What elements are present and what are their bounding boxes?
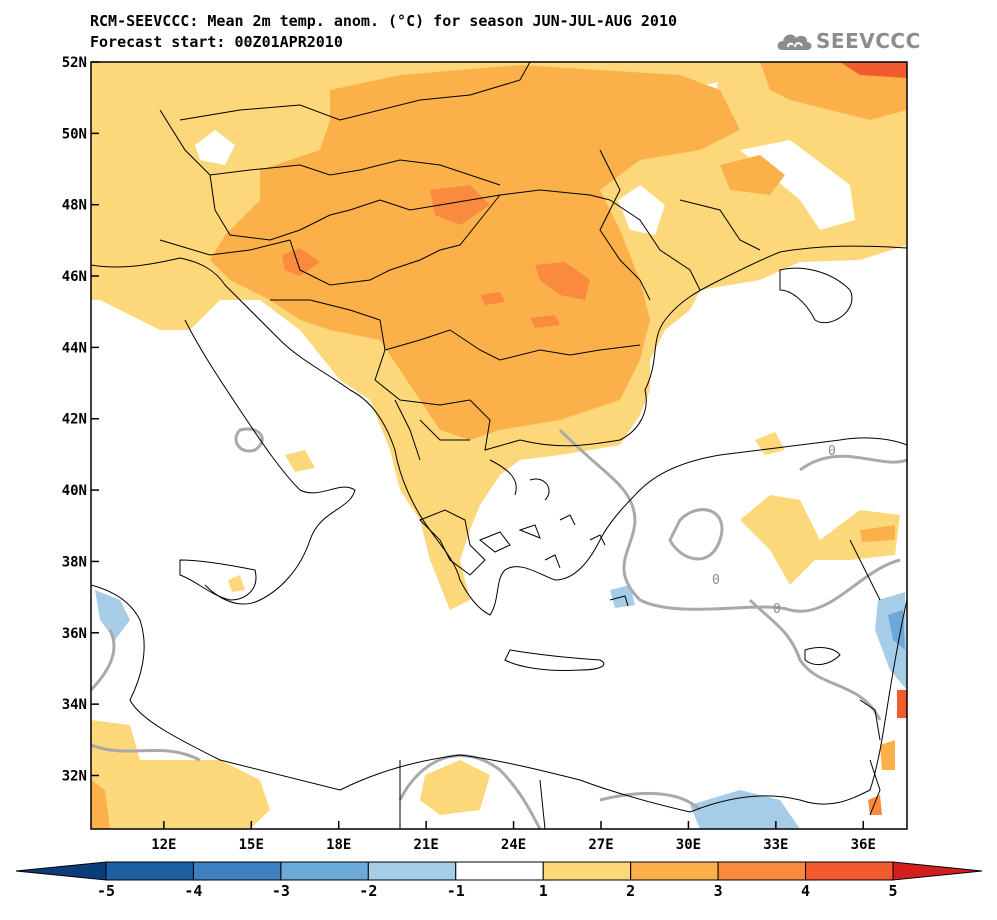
lat-tick-label: 44N — [62, 340, 87, 356]
colorbar-swatch — [367, 861, 457, 881]
anomaly-region-3-4 — [430, 185, 490, 225]
lat-tick-label: 36N — [62, 626, 87, 642]
anomaly-region-3-4 — [535, 262, 590, 300]
colorbar-label: 4 — [801, 882, 810, 900]
anomaly-region-3-4 — [530, 315, 560, 328]
colorbar-swatch — [280, 861, 369, 881]
lon-tick-label: 36E — [851, 837, 876, 853]
lon-tick-label: 15E — [239, 837, 264, 853]
lon-tick-label: 21E — [413, 837, 438, 853]
colorbar-swatch — [805, 861, 894, 881]
anomaly-region-neg-1-2 — [690, 790, 800, 829]
anomaly-region-neg-2-3 — [888, 610, 905, 650]
cloud-icon — [777, 34, 812, 50]
lat-tick-label: 48N — [62, 198, 87, 214]
lon-tick-label: 30E — [676, 837, 701, 853]
anomaly-region-1-2 — [228, 575, 245, 592]
colorbar-swatch — [717, 861, 807, 881]
lon-tick-label: 33E — [763, 837, 788, 853]
map-plot-area: 0 0 0 — [91, 62, 907, 829]
contour-label: 0 — [828, 444, 836, 459]
anomaly-region-4-5 — [897, 690, 907, 718]
colorbar-swatch — [455, 861, 544, 881]
anomaly-region-1-2 — [91, 720, 270, 829]
colorbar-label: -1 — [447, 882, 465, 900]
latitude-axis: 52N 50N 48N 46N 44N 42N 40N 38N 36N 34N 32N — [62, 55, 99, 784]
coastlines — [91, 245, 907, 813]
anomaly-region-2-3 — [860, 525, 895, 542]
lon-tick-label: 18E — [326, 837, 351, 853]
colorbar-label: 1 — [539, 882, 548, 900]
forecast-start-label: Forecast start: 00Z01APR2010 — [90, 33, 343, 51]
colorbar-label: 3 — [714, 882, 723, 900]
colorbar-label: -4 — [184, 882, 202, 900]
longitude-axis: 12E 15E 18E 21E 24E 27E 30E 33E 36E — [151, 821, 876, 853]
zero-contours — [91, 427, 907, 829]
neutral-pocket — [618, 185, 665, 235]
colorbar-high-arrow — [892, 861, 983, 881]
anomaly-region-2-3 — [880, 740, 895, 770]
colorbar-label: -5 — [97, 882, 115, 900]
contour-label: 0 — [773, 602, 781, 617]
colorbar-label: 2 — [626, 882, 635, 900]
lat-tick-label: 42N — [62, 412, 87, 428]
colorbar-label: 5 — [888, 882, 897, 900]
anomaly-region-3-4 — [282, 248, 320, 276]
lon-tick-label: 27E — [588, 837, 613, 853]
lon-tick-label: 12E — [151, 837, 176, 853]
anomaly-region-4-5 — [840, 62, 907, 78]
colorbar-label: -2 — [359, 882, 377, 900]
lat-tick-label: 50N — [62, 126, 87, 142]
colorbar-swatch — [192, 861, 282, 881]
anomaly-region-1-2 — [740, 495, 900, 585]
lat-tick-label: 46N — [62, 269, 87, 285]
anomaly-region-2-3 — [91, 780, 110, 829]
colorbar-swatch — [542, 861, 632, 881]
colorbar: -5 -4 -3 -2 -1 1 2 3 4 5 — [15, 861, 983, 900]
country-borders — [159, 62, 881, 829]
map-title: RCM-SEEVCCC: Mean 2m temp. anom. (°C) fo… — [90, 12, 677, 30]
lat-tick-label: 34N — [62, 697, 87, 713]
lat-tick-label: 40N — [62, 483, 87, 499]
colorbar-swatch — [105, 861, 194, 881]
seevccc-logo: SEEVCCC — [776, 26, 920, 56]
anomaly-region-2-3 — [760, 62, 907, 120]
anomaly-region-2-3 — [210, 65, 740, 440]
lat-tick-label: 38N — [62, 554, 87, 570]
map-frame — [90, 61, 908, 830]
lon-tick-label: 24E — [501, 837, 526, 853]
neutral-pocket — [195, 130, 235, 165]
contour-label: 0 — [712, 573, 720, 588]
lat-tick-label: 52N — [62, 55, 87, 71]
anomaly-region-3-4 — [480, 292, 505, 305]
anomaly-region-2-3 — [720, 155, 785, 195]
anomaly-region-1-2 — [285, 450, 315, 472]
logo-text: SEEVCCC — [816, 29, 921, 53]
colorbar-low-arrow — [15, 861, 107, 881]
anomaly-region-1-2 — [420, 760, 490, 815]
colorbar-swatch — [630, 861, 719, 881]
lat-tick-label: 32N — [62, 768, 87, 784]
colorbar-label: -3 — [272, 882, 290, 900]
anomaly-region-neg-1-2 — [95, 590, 130, 640]
